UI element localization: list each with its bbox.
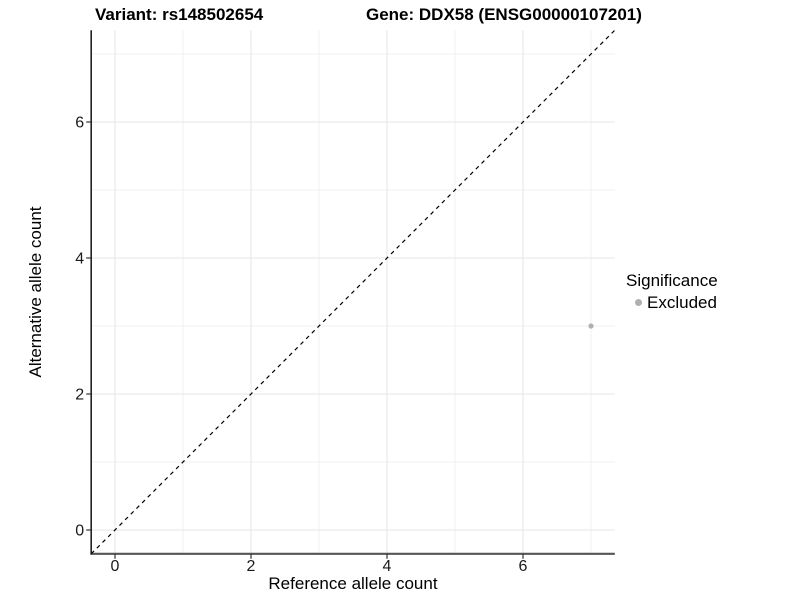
x-tick-label: 2 <box>247 558 256 575</box>
identity-line <box>90 29 616 555</box>
legend: Significance Excluded <box>626 270 718 313</box>
legend-item-label: Excluded <box>647 293 717 312</box>
legend-key-dot-icon <box>635 299 642 306</box>
y-tick-label: 2 <box>75 387 84 404</box>
variant-title: Variant: rs148502654 <box>95 5 264 24</box>
y-axis-title: Alternative allele count <box>26 206 45 378</box>
x-tick-label: 4 <box>383 558 392 575</box>
x-axis-title: Reference allele count <box>268 574 438 593</box>
x-tick-label: 6 <box>519 558 528 575</box>
gene-title: Gene: DDX58 (ENSG00000107201) <box>366 5 642 24</box>
y-tick-label: 6 <box>75 115 84 132</box>
legend-title: Significance <box>626 271 718 290</box>
legend-item-excluded: Excluded <box>626 292 718 313</box>
y-tick-label: 0 <box>75 523 84 540</box>
y-tick-label: 4 <box>75 251 84 268</box>
data-point <box>588 323 594 329</box>
x-tick-label: 0 <box>111 558 120 575</box>
